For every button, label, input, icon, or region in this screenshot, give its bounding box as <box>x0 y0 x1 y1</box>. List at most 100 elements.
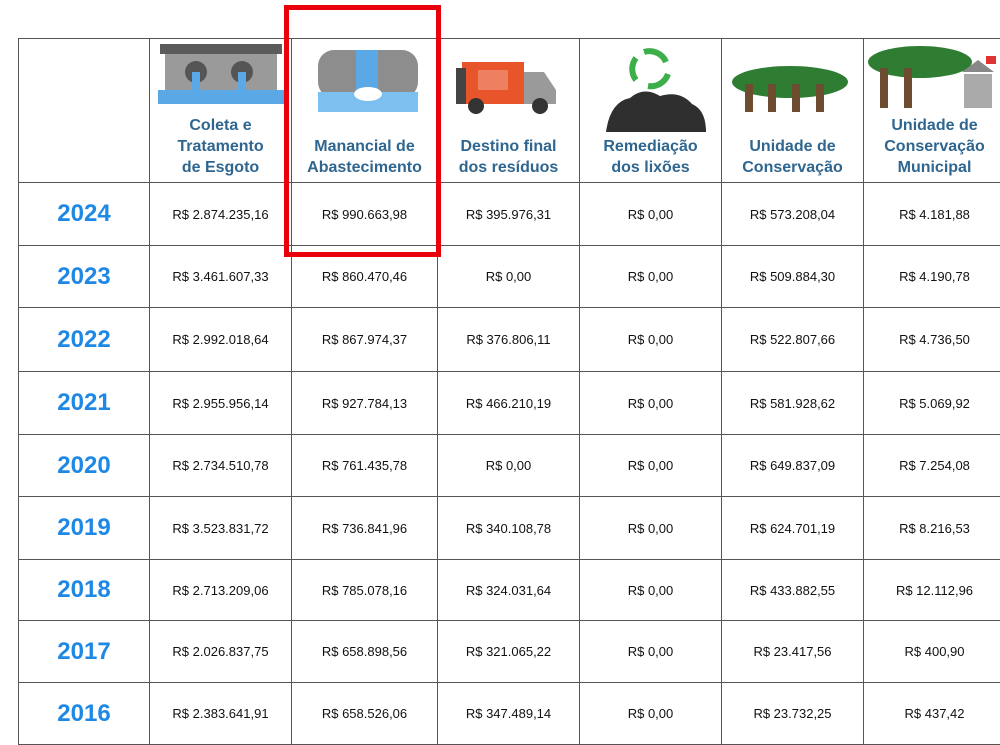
value-cell: R$ 0,00 <box>580 372 722 435</box>
value: R$ 347.489,14 <box>466 706 551 721</box>
value: R$ 0,00 <box>628 332 674 347</box>
value-cell: R$ 2.874.235,16 <box>150 183 292 246</box>
value-cell: R$ 0,00 <box>580 435 722 497</box>
value-cell: R$ 23.732,25 <box>722 683 864 745</box>
value-cell: R$ 581.928,62 <box>722 372 864 435</box>
value: R$ 0,00 <box>628 269 674 284</box>
value-cell: R$ 2.713.209,06 <box>150 560 292 621</box>
value-cell: R$ 649.837,09 <box>722 435 864 497</box>
value-cell: R$ 321.065,22 <box>438 621 580 683</box>
value: R$ 0,00 <box>628 396 674 411</box>
value: R$ 2.992.018,64 <box>172 332 268 347</box>
value: R$ 0,00 <box>628 458 674 473</box>
value-cell: R$ 785.078,16 <box>292 560 438 621</box>
year: 2021 <box>57 389 110 417</box>
value: R$ 3.523.831,72 <box>172 521 268 536</box>
year: 2024 <box>57 200 110 228</box>
value-cell: R$ 0,00 <box>580 308 722 372</box>
value-cell: R$ 324.031,64 <box>438 560 580 621</box>
value: R$ 400,90 <box>905 644 965 659</box>
value: R$ 0,00 <box>486 269 532 284</box>
value-cell: R$ 437,42 <box>864 683 1000 745</box>
value-cell: R$ 12.112,96 <box>864 560 1000 621</box>
value-cell: R$ 0,00 <box>438 246 580 308</box>
value: R$ 522.807,66 <box>750 332 835 347</box>
value: R$ 736.841,96 <box>322 521 407 536</box>
value: R$ 321.065,22 <box>466 644 551 659</box>
value-cell: R$ 2.026.837,75 <box>150 621 292 683</box>
value-cell: R$ 509.884,30 <box>722 246 864 308</box>
value-cell: R$ 927.784,13 <box>292 372 438 435</box>
value: R$ 2.026.837,75 <box>172 644 268 659</box>
value: R$ 4.181,88 <box>899 207 970 222</box>
year: 2019 <box>57 514 110 542</box>
year: 2022 <box>57 326 110 354</box>
value-cell: R$ 2.955.956,14 <box>150 372 292 435</box>
year: 2023 <box>57 263 110 291</box>
value-cell: R$ 395.976,31 <box>438 183 580 246</box>
year-cell: 2019 <box>18 497 150 560</box>
value: R$ 573.208,04 <box>750 207 835 222</box>
year: 2018 <box>57 576 110 604</box>
header-text: Tratamento <box>177 136 263 157</box>
value: R$ 0,00 <box>486 458 532 473</box>
header-text: Manancial de <box>314 136 414 157</box>
value: R$ 785.078,16 <box>322 583 407 598</box>
value: R$ 4.736,50 <box>899 332 970 347</box>
header-text: Conservação <box>742 157 843 178</box>
value-cell: R$ 990.663,98 <box>292 183 438 246</box>
value-cell: R$ 433.882,55 <box>722 560 864 621</box>
value: R$ 0,00 <box>628 644 674 659</box>
value: R$ 624.701,19 <box>750 521 835 536</box>
value-cell: R$ 347.489,14 <box>438 683 580 745</box>
value-cell: R$ 0,00 <box>580 246 722 308</box>
value-cell: R$ 8.216,53 <box>864 497 1000 560</box>
value: R$ 8.216,53 <box>899 521 970 536</box>
value: R$ 5.069,92 <box>899 396 970 411</box>
year-cell: 2020 <box>18 435 150 497</box>
value: R$ 2.713.209,06 <box>172 583 268 598</box>
value-cell: R$ 466.210,19 <box>438 372 580 435</box>
value: R$ 649.837,09 <box>750 458 835 473</box>
year: 2016 <box>57 700 110 728</box>
value: R$ 509.884,30 <box>750 269 835 284</box>
value-cell: R$ 860.470,46 <box>292 246 438 308</box>
header-text: Unidade de <box>891 115 977 136</box>
header-text: Destino final <box>460 136 556 157</box>
value: R$ 2.955.956,14 <box>172 396 268 411</box>
value-cell: R$ 0,00 <box>580 621 722 683</box>
value: R$ 23.417,56 <box>753 644 831 659</box>
table: Coleta eTratamentode EsgotoManancial deA… <box>0 0 1000 737</box>
value: R$ 340.108,78 <box>466 521 551 536</box>
value: R$ 2.874.235,16 <box>172 207 268 222</box>
header-text: Remediação <box>603 136 697 157</box>
value: R$ 7.254,08 <box>899 458 970 473</box>
value-cell: R$ 761.435,78 <box>292 435 438 497</box>
header-text: Municipal <box>898 157 972 178</box>
value: R$ 466.210,19 <box>466 396 551 411</box>
value-cell: R$ 522.807,66 <box>722 308 864 372</box>
value-cell: R$ 0,00 <box>580 560 722 621</box>
value-cell: R$ 400,90 <box>864 621 1000 683</box>
value: R$ 927.784,13 <box>322 396 407 411</box>
value: R$ 0,00 <box>628 207 674 222</box>
value: R$ 437,42 <box>905 706 965 721</box>
value: R$ 4.190,78 <box>899 269 970 284</box>
value: R$ 395.976,31 <box>466 207 551 222</box>
value: R$ 2.383.641,91 <box>172 706 268 721</box>
value: R$ 376.806,11 <box>466 332 550 347</box>
value-cell: R$ 0,00 <box>438 435 580 497</box>
value-cell: R$ 736.841,96 <box>292 497 438 560</box>
value: R$ 23.732,25 <box>753 706 831 721</box>
page: Coleta eTratamentode EsgotoManancial deA… <box>0 0 1000 737</box>
year-cell: 2017 <box>18 621 150 683</box>
header-text: dos resíduos <box>459 157 559 178</box>
value-cell: R$ 23.417,56 <box>722 621 864 683</box>
value: R$ 658.898,56 <box>322 644 407 659</box>
header-text: de Esgoto <box>182 157 259 178</box>
header-text: Abastecimento <box>307 157 422 178</box>
